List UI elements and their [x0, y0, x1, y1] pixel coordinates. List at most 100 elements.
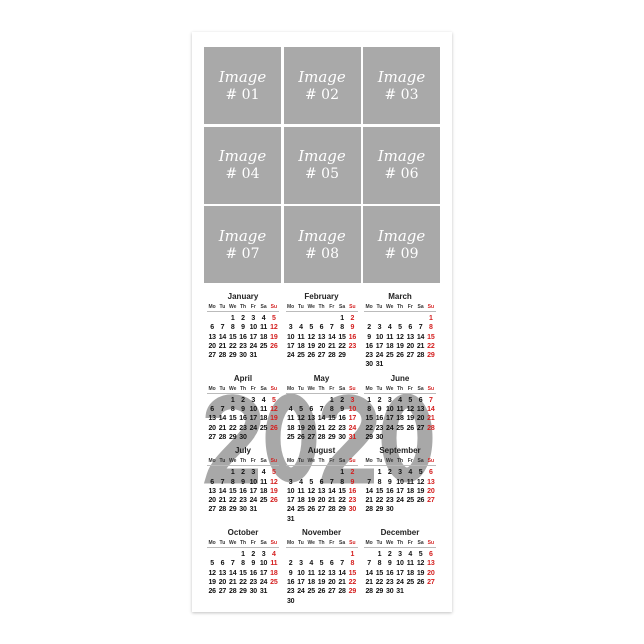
day: 29 [427, 352, 435, 360]
empty-day [296, 314, 306, 323]
day: 8 [241, 560, 245, 568]
day: 18 [286, 424, 295, 432]
weekday-label: We [385, 385, 394, 392]
weekday-label: Tu [219, 304, 226, 310]
day: 25 [259, 497, 268, 505]
weekday-label: Tu [219, 458, 226, 465]
day: 24 [396, 578, 404, 586]
day: 2 [350, 469, 355, 477]
weekday-header: Mo Tu We Th Fr Sa Su [285, 457, 358, 467]
image-placeholder[interactable]: Image # 01 [204, 47, 281, 124]
day: 7 [418, 324, 423, 332]
day: 5 [408, 396, 413, 404]
empty-day [306, 314, 316, 323]
day: 29 [229, 506, 237, 514]
day: 19 [270, 415, 278, 423]
weekday-label: Su [427, 304, 435, 310]
weekday-label: Th [318, 304, 325, 310]
day: 21 [218, 424, 227, 432]
weekday-label: Fr [407, 304, 413, 310]
day: 14 [365, 487, 373, 495]
day: 5 [271, 396, 276, 404]
weekday-label: Mo [208, 304, 216, 310]
image-placeholder[interactable]: Image # 03 [363, 47, 440, 124]
weekday-label: Sa [417, 540, 424, 547]
day: 9 [241, 478, 245, 486]
day: 15 [239, 569, 247, 577]
day: 24 [249, 342, 258, 350]
day: 1 [329, 396, 334, 404]
weekday-header: Mo Tu We Th Fr Sa Su [207, 539, 279, 549]
day: 20 [307, 424, 316, 432]
day: 26 [416, 497, 425, 505]
weekday-label: Tu [376, 458, 383, 465]
day: 8 [340, 324, 344, 332]
day: 17 [286, 342, 295, 350]
day: 16 [348, 487, 357, 495]
weekday-label: We [385, 458, 394, 465]
day: 15 [427, 333, 435, 341]
image-placeholder[interactable]: Image # 07 [204, 206, 281, 283]
day: 25 [259, 342, 268, 350]
image-grid: Image # 01 Image # 02 Image # 03 Image # 04 Imag… [204, 47, 440, 283]
day: 26 [396, 352, 404, 360]
month-name: February [304, 292, 339, 301]
day: 5 [309, 478, 314, 486]
day: 27 [208, 506, 216, 514]
empty-day [296, 550, 306, 559]
day: 26 [406, 424, 415, 432]
day: 18 [307, 578, 316, 586]
image-placeholder[interactable]: Image # 09 [363, 206, 440, 283]
image-placeholder[interactable]: Image # 02 [283, 47, 361, 124]
day: 16 [286, 578, 295, 586]
image-number: # 03 [384, 86, 419, 103]
day: 23 [365, 352, 373, 360]
day: 11 [307, 569, 315, 577]
day: 21 [317, 424, 326, 432]
day: 17 [375, 342, 384, 350]
days-grid: 1 2 3 4 5 6 7 8 9 10 11 12 13 14 15 16 17 18 19 20 21 22 23 24 2… [207, 396, 279, 442]
weekday-label: Fr [329, 304, 335, 310]
day: 22 [328, 424, 336, 432]
day: 13 [416, 406, 425, 414]
day: 21 [338, 578, 346, 586]
empty-day [364, 550, 374, 559]
day: 25 [396, 424, 404, 432]
day: 28 [416, 352, 425, 360]
day: 16 [239, 333, 247, 341]
day: 8 [340, 478, 344, 486]
image-placeholder[interactable]: Image # 04 [204, 126, 281, 204]
day: 28 [338, 588, 346, 596]
day: 16 [239, 415, 247, 423]
day: 18 [406, 569, 415, 577]
day: 20 [427, 569, 435, 577]
day: 13 [208, 333, 216, 341]
weekday-label: Mo [208, 458, 216, 465]
day: 23 [338, 424, 346, 432]
day: 30 [286, 597, 295, 605]
weekday-label: Fr [250, 540, 256, 547]
day: 27 [317, 506, 326, 514]
day: 11 [396, 406, 404, 414]
day: 6 [428, 469, 433, 477]
day: 20 [218, 578, 227, 586]
image-placeholder[interactable]: Image # 05 [283, 126, 361, 204]
image-placeholder[interactable]: Image # 08 [283, 206, 361, 283]
image-number: # 09 [384, 245, 419, 262]
weekday-label: Fr [250, 385, 256, 392]
day: 19 [416, 487, 425, 495]
empty-day [217, 468, 227, 477]
day: 22 [348, 578, 357, 586]
weekday-label: We [307, 385, 315, 392]
day: 3 [398, 551, 402, 559]
day: 27 [406, 352, 415, 360]
day: 26 [307, 506, 316, 514]
day: 12 [270, 406, 278, 414]
empty-day [316, 396, 326, 405]
image-placeholder[interactable]: Image # 06 [363, 126, 440, 204]
day: 7 [340, 560, 344, 568]
day: 15 [375, 487, 384, 495]
day: 25 [270, 578, 278, 586]
day: 4 [387, 324, 392, 332]
day: 1 [377, 551, 382, 559]
